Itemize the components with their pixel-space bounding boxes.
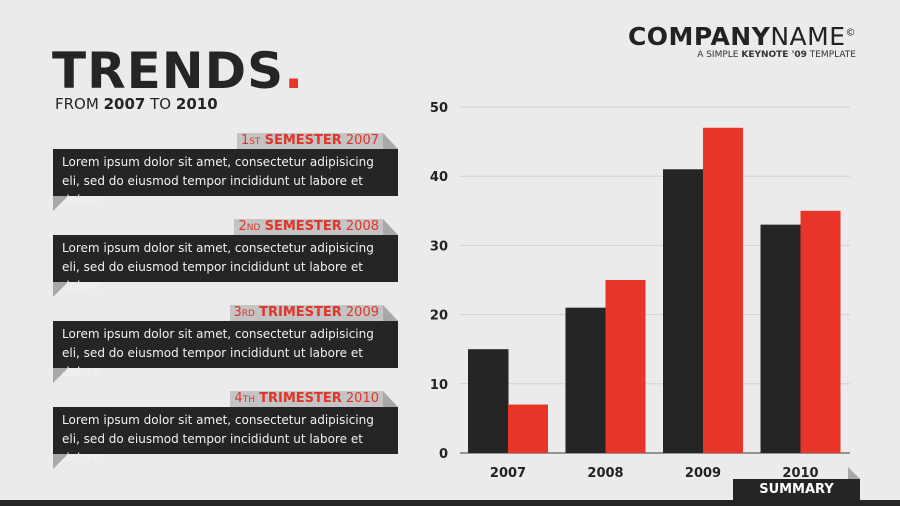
card-fold [53, 368, 68, 383]
card-year: 2010 [345, 391, 379, 406]
bar-series-red-2008 [605, 280, 646, 453]
bar-series-red-2010 [800, 210, 841, 453]
trend-card: 2ND SEMESTER 2008 Lorem ipsum dolor sit … [53, 219, 398, 299]
trend-card: 4TH TRIMESTER 2010 Lorem ipsum dolor sit… [53, 391, 398, 471]
trend-card: 1ST SEMESTER 2007 Lorem ipsum dolor sit … [53, 133, 398, 213]
y-tick-label: 30 [430, 239, 448, 254]
card-ordinal-suffix: ST [249, 137, 261, 147]
y-tick-label: 50 [430, 101, 448, 116]
card-label: SEMESTER [264, 133, 342, 148]
company-light: NAME [770, 22, 846, 51]
tab-fold [383, 133, 398, 149]
bottom-bar [0, 500, 900, 506]
tagline-bold: KEYNOTE '09 [741, 50, 807, 60]
trend-card: 3RD TRIMESTER 2009 Lorem ipsum dolor sit… [53, 305, 398, 385]
subtitle-start: 2007 [103, 95, 146, 113]
tagline-pre: A SIMPLE [697, 50, 739, 60]
card-ordinal: 1 [240, 133, 250, 148]
card-text: Lorem ipsum dolor sit amet, consectetur … [53, 149, 398, 207]
card-fold [53, 282, 68, 297]
page-subtitle: FROM 2007 TO 2010 [55, 95, 218, 113]
bar-series-red-2007 [508, 404, 548, 453]
subtitle-end: 2010 [175, 95, 218, 113]
y-tick-label: 40 [430, 170, 448, 185]
card-year: 2007 [345, 133, 379, 148]
y-tick-label: 10 [430, 378, 448, 393]
bar-series-dark-2009 [663, 169, 704, 453]
copyright-icon: © [845, 27, 856, 39]
card-ordinal: 2 [238, 219, 247, 234]
company-logo: COMPANYNAME© [628, 22, 856, 51]
card-ordinal: 3 [233, 305, 242, 320]
y-tick-label: 0 [439, 447, 448, 462]
bar-chart: 0 10 20 30 40 50 2007 2008 2009 2010 [430, 101, 850, 481]
card-text: Lorem ipsum dolor sit amet, consectetur … [53, 407, 398, 465]
bar-series-dark-2008 [565, 307, 606, 453]
subtitle-to: TO [150, 95, 172, 113]
card-label: SEMESTER [264, 219, 342, 234]
tagline: A SIMPLE KEYNOTE '09 TEMPLATE [697, 50, 856, 60]
card-text: Lorem ipsum dolor sit amet, consectetur … [53, 321, 398, 379]
card-tab: 3RD TRIMESTER 2009 [229, 305, 383, 321]
summary-fold [848, 467, 860, 479]
card-ordinal-suffix: TH [242, 395, 255, 405]
y-tick-label: 20 [430, 309, 448, 324]
tab-fold [383, 305, 398, 321]
bar-series-dark-2007 [468, 349, 509, 453]
card-text: Lorem ipsum dolor sit amet, consectetur … [53, 235, 398, 293]
card-label: TRIMESTER [259, 391, 342, 406]
card-ordinal-suffix: ND [246, 223, 261, 233]
title-dot: . [284, 42, 305, 100]
page-title: TRENDS. [52, 46, 304, 96]
card-ordinal-suffix: RD [241, 309, 255, 319]
x-tick-label: 2010 [782, 466, 818, 481]
bar-series-red-2009 [703, 127, 743, 453]
x-tick-label: 2008 [587, 466, 623, 481]
card-tab: 1ST SEMESTER 2007 [236, 133, 383, 149]
x-tick-label: 2007 [490, 466, 526, 481]
x-tick-label: 2009 [685, 466, 721, 481]
company-bold: COMPANY [627, 22, 771, 51]
subtitle-from: FROM [55, 95, 99, 113]
card-tab: 4TH TRIMESTER 2010 [230, 391, 383, 407]
card-year: 2009 [345, 305, 379, 320]
tagline-post: TEMPLATE [809, 50, 856, 60]
card-tab: 2ND SEMESTER 2008 [234, 219, 383, 235]
card-fold [53, 196, 68, 211]
tab-fold [383, 391, 398, 407]
card-ordinal: 4 [234, 391, 243, 406]
summary-button[interactable]: SUMMARY [733, 479, 860, 501]
card-fold [53, 454, 68, 469]
card-label: TRIMESTER [259, 305, 342, 320]
tab-fold [383, 219, 398, 235]
bar-series-dark-2010 [760, 224, 801, 453]
card-year: 2008 [345, 219, 379, 234]
title-text: TRENDS [52, 42, 285, 100]
